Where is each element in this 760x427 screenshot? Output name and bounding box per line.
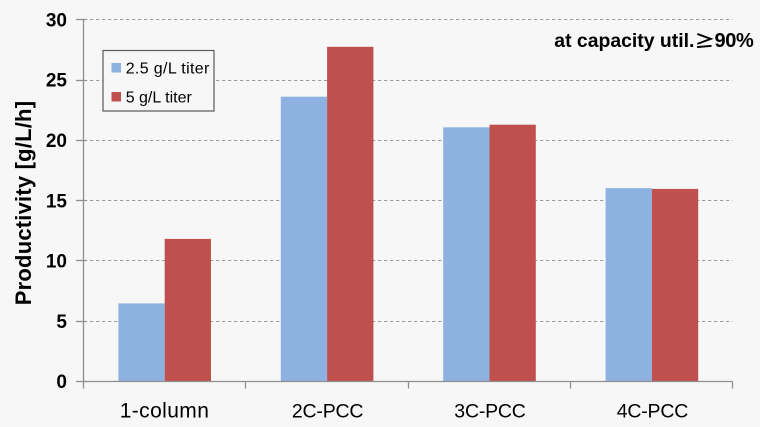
svg-text:Productivity [g/L/h]: Productivity [g/L/h] [11, 101, 36, 305]
svg-text:15: 15 [46, 191, 68, 212]
svg-text:20: 20 [46, 131, 67, 152]
svg-text:3C-PCC: 3C-PCC [454, 401, 526, 423]
svg-text:2.5 g/L titer: 2.5 g/L titer [126, 60, 210, 77]
svg-text:0: 0 [56, 372, 67, 393]
svg-text:4C-PCC: 4C-PCC [617, 401, 689, 423]
svg-text:25: 25 [46, 71, 68, 92]
svg-text:90%: 90% [715, 30, 754, 52]
svg-text:at capacity util.: at capacity util. [554, 30, 694, 52]
svg-text:5: 5 [56, 312, 67, 333]
svg-text:30: 30 [46, 10, 67, 31]
svg-text:5 g/L titer: 5 g/L titer [126, 90, 193, 107]
svg-text:2C-PCC: 2C-PCC [292, 401, 364, 423]
svg-text:10: 10 [46, 252, 67, 273]
svg-text:1-column: 1-column [120, 400, 210, 423]
